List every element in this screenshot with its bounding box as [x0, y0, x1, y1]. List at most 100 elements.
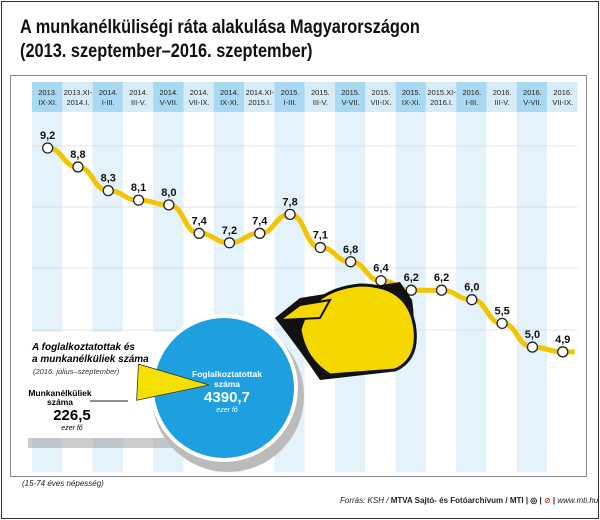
column-header-bg [547, 82, 578, 112]
column-header-bg [92, 82, 123, 112]
data-label: 9,2 [40, 130, 55, 142]
unemployed-label: Munkanélküliek [28, 388, 92, 398]
data-point [526, 341, 539, 353]
pie-title: A foglalkoztatottak és [31, 342, 135, 353]
pie-subtitle: (2016. július–szeptember) [33, 367, 120, 376]
data-label: 8,1 [131, 182, 146, 194]
x-tick-label: V-VII. [341, 98, 359, 107]
title-line: A munkanélküliségi ráta alakulása Magyar… [20, 17, 420, 38]
x-tick-label: 2014. [159, 88, 178, 97]
column-header-bg [335, 82, 366, 112]
x-tick-label: 2014.I. [66, 98, 89, 107]
x-tick-label: 2014. [190, 88, 209, 97]
x-tick-label: 2016.I. [430, 98, 453, 107]
x-tick-label: 2015. [341, 88, 360, 97]
column-band [456, 112, 487, 472]
x-tick-label: I-III. [284, 98, 297, 107]
x-tick-label: 2014.XI- [246, 88, 275, 97]
x-tick-label: 2015. [402, 88, 421, 97]
data-point [405, 284, 417, 296]
employed-label: száma [214, 379, 240, 389]
data-label: 8,3 [101, 173, 116, 185]
column-band [516, 112, 548, 472]
data-point [254, 227, 266, 239]
employed-label: Foglalkoztatottak [192, 369, 262, 379]
x-tick-label: III-V. [313, 98, 328, 107]
website-link[interactable]: www.mti.hu [557, 496, 599, 505]
x-tick-label: 2015. [372, 88, 391, 97]
x-tick-label: IX-XI. [38, 98, 57, 107]
column-header-bg [62, 82, 93, 112]
data-label: 6,4 [373, 263, 389, 275]
column-header-bg [183, 82, 214, 112]
x-tick-label: 2015.XI- [427, 88, 456, 97]
data-label: 7,4 [192, 215, 208, 227]
data-point [466, 294, 478, 306]
x-tick-label: I-III. [465, 98, 478, 107]
x-tick-label: VII-IX. [189, 98, 210, 107]
data-label: 7,2 [222, 225, 237, 237]
pie-slice-employed [154, 318, 294, 458]
column-header-bg [365, 82, 396, 112]
column-header-bg [122, 82, 154, 112]
data-point [314, 241, 327, 254]
data-label: 7,8 [282, 196, 297, 208]
data-label: 6,8 [343, 244, 358, 256]
data-point [344, 256, 357, 268]
x-tick-label: VII-IX. [552, 98, 573, 107]
x-tick-label: 2014. [99, 88, 118, 97]
column-band [547, 112, 578, 472]
column-header-bg [274, 82, 305, 112]
employed-value: 4390,7 [204, 389, 250, 406]
x-tick-label: 2014. [129, 88, 148, 97]
data-label: 5,0 [525, 329, 540, 341]
x-tick-label: III-V. [131, 98, 146, 107]
subtitle-line: (2013. szeptember–2016. szeptember) [20, 41, 313, 62]
x-tick-label: 2015. [281, 88, 300, 97]
unemployed-value: 226,5 [53, 407, 91, 424]
data-label: 5,5 [495, 305, 510, 317]
column-header-bg [213, 82, 245, 112]
x-tick-label: IX-XI. [220, 98, 239, 107]
column-header-bg [395, 82, 426, 112]
data-point [132, 194, 145, 206]
data-point [42, 142, 54, 154]
x-tick-label: 2016. [493, 88, 512, 97]
unemployed-label: száma [47, 397, 73, 407]
data-point [163, 199, 175, 211]
source-prefix: Forrás: KSH / [340, 496, 391, 505]
column-header-bg [304, 82, 335, 112]
data-label: 6,2 [404, 272, 419, 284]
data-point [435, 284, 448, 296]
data-point [284, 208, 296, 221]
data-label: 6,0 [464, 282, 479, 294]
hard-hat-illustration [275, 282, 417, 380]
data-label: 8,8 [70, 149, 85, 161]
chart-title: A munkanélküliségi ráta alakulása Magyar… [20, 16, 420, 64]
column-header-bg [153, 82, 184, 112]
data-label: 7,4 [252, 215, 268, 227]
x-tick-label: 2016. [553, 88, 572, 97]
x-tick-label: V-VII. [160, 98, 178, 107]
data-point [496, 317, 508, 330]
x-tick-label: IX-XI. [402, 98, 421, 107]
unemployed-unit: ezer fő [61, 425, 83, 432]
x-tick-label: 2014. [220, 88, 239, 97]
x-tick-label: VII-IX. [371, 98, 392, 107]
x-tick-label: 2013. [38, 88, 57, 97]
x-tick-label: 2015.I. [248, 98, 271, 107]
data-label: 8,0 [161, 187, 176, 199]
employed-unit: ezer fő [216, 407, 238, 414]
data-label: 4,9 [555, 334, 570, 346]
column-header-bg [456, 82, 487, 112]
data-point [102, 185, 114, 197]
data-point [375, 275, 387, 287]
column-header-bg [486, 82, 517, 112]
column-band [486, 112, 517, 472]
data-point [223, 237, 236, 249]
data-point [557, 346, 569, 358]
x-tick-label: I-III. [102, 98, 115, 107]
